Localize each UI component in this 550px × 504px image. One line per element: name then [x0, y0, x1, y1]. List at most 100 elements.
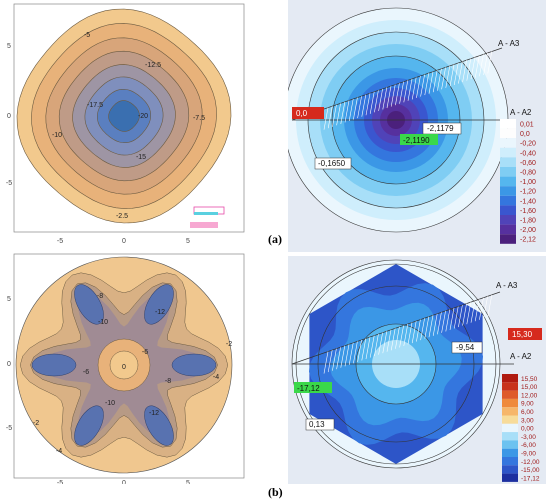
hatch-line: [470, 57, 476, 80]
hatch-line: [424, 316, 430, 339]
section-label-a2: A - A2: [510, 352, 532, 361]
axis-ticks: -5 0 5 5 0 -5: [6, 296, 190, 484]
value-box-green: [294, 382, 332, 393]
contour-line: [16, 8, 232, 224]
hatch: [323, 51, 493, 130]
legend-swatch: [500, 167, 516, 177]
legend-swatch: [500, 195, 516, 206]
hatch-line: [449, 64, 455, 87]
legend-label: -2,12: [520, 237, 536, 244]
value-box: [305, 418, 335, 431]
contour-fills: [17, 9, 231, 223]
legend-swatch: [502, 465, 518, 474]
hatch-line: [470, 300, 476, 323]
contour-band: [108, 100, 140, 132]
hatch-line: [395, 326, 400, 349]
hatch-line: [399, 81, 404, 104]
contour-label: -4: [56, 448, 62, 455]
contour-line: [31, 23, 217, 209]
contour-label: -12: [149, 410, 159, 417]
center-band: [109, 350, 139, 380]
contour-labels: -8 -12 -10 -6 -4 -2 0 -2 -4 -12 -10 -8 -…: [33, 293, 232, 455]
hatch-line: [332, 348, 337, 371]
hatch-line: [395, 83, 400, 106]
hatch-line: [487, 51, 493, 74]
section-line-a3: [291, 47, 503, 121]
hatch-line: [348, 98, 354, 122]
hatch-line: [449, 307, 455, 331]
hatch-line: [474, 299, 480, 322]
hatch-line: [474, 55, 480, 78]
contour-label: -5: [84, 32, 90, 39]
fem-map-b: A - A3 A - A2 15,30 -9,54 -17,12 0,13 15…: [288, 256, 546, 484]
contour-label: -10: [98, 319, 108, 326]
x-tick: 5: [186, 238, 190, 245]
value-label: 0,0: [296, 109, 308, 118]
legend-label: 6,00: [521, 409, 534, 416]
hatch-line: [369, 335, 375, 358]
hatch-line: [441, 310, 446, 333]
contour-lines: [16, 8, 232, 224]
legend-label: -17,12: [521, 475, 540, 482]
hatch-line: [323, 107, 329, 130]
value-label: 0,13: [309, 420, 325, 429]
figure-label-b: (b): [268, 485, 283, 499]
hatch-line: [374, 334, 379, 357]
legend-swatch: [500, 186, 516, 196]
contour-line: [97, 89, 151, 143]
hatch-line: [453, 62, 459, 86]
legend-swatch: [500, 234, 516, 244]
hatch-line: [428, 315, 434, 338]
hatch-line: [386, 85, 392, 109]
legend-label: -1,00: [520, 179, 536, 186]
hatch-line: [361, 338, 367, 361]
fem-map-a: A - A3 A - A2 0,0 -2,1179 -2,1190 -0,165…: [288, 0, 546, 252]
contour-plot-b: -5 0 5 5 0 -5 -8 -12 -10 -6 -4 -2 0 -2 -…: [6, 253, 245, 484]
low-pocket: [171, 353, 217, 377]
legend-label: -0,40: [520, 150, 536, 157]
legend-swatch: [500, 176, 516, 187]
value-box: [451, 341, 483, 354]
hatch-line: [424, 73, 430, 96]
hatch-line: [411, 320, 417, 344]
section-lines: [291, 291, 514, 365]
hatch-line: [416, 75, 421, 99]
hatch-line: [458, 304, 463, 328]
hatch-line: [441, 67, 446, 90]
hatch-line: [403, 80, 409, 103]
contour-label: -12: [155, 309, 165, 316]
hatch: [323, 294, 493, 374]
figure-label-a: (a): [268, 232, 282, 246]
legend: 0,01 0,0 -0,20 -0,40 -0,60 -0,80 -1,00 -1,20 -1,…: [500, 119, 536, 244]
legend-swatch: [500, 128, 516, 139]
hatch-line: [428, 71, 434, 94]
legend-swatch: [502, 374, 518, 383]
hatch-line: [353, 341, 358, 364]
hatch-line: [386, 329, 392, 352]
hatch-line: [462, 60, 467, 83]
hatch-line: [382, 87, 388, 110]
hatch-line: [327, 350, 333, 373]
artifact-mark: [194, 212, 218, 215]
hatch-line: [483, 52, 488, 75]
contour-label: -10: [52, 132, 62, 139]
hatch-line: [445, 309, 451, 332]
legend-label: -1,40: [520, 198, 536, 205]
contour-label: -6: [142, 349, 148, 356]
hatch-line: [407, 322, 413, 345]
legend-swatch: [502, 423, 518, 433]
section-label-a3: A - A3: [496, 281, 518, 290]
legend-swatch: [502, 473, 518, 482]
y-tick: 0: [7, 361, 11, 368]
value-label: -17,12: [297, 384, 320, 393]
hatch-line: [340, 101, 346, 124]
contour-label: -20: [138, 113, 148, 120]
value-label: -2,1179: [427, 124, 454, 133]
axis-ticks: -5 0 5 5 0 -5: [6, 43, 190, 245]
hatch-line: [357, 339, 362, 362]
hatch-line: [390, 328, 396, 351]
legend-label: 15,00: [521, 384, 538, 391]
legend-swatch: [502, 415, 518, 424]
legend-swatch: [500, 119, 516, 129]
legend-label: -15,00: [521, 467, 540, 474]
